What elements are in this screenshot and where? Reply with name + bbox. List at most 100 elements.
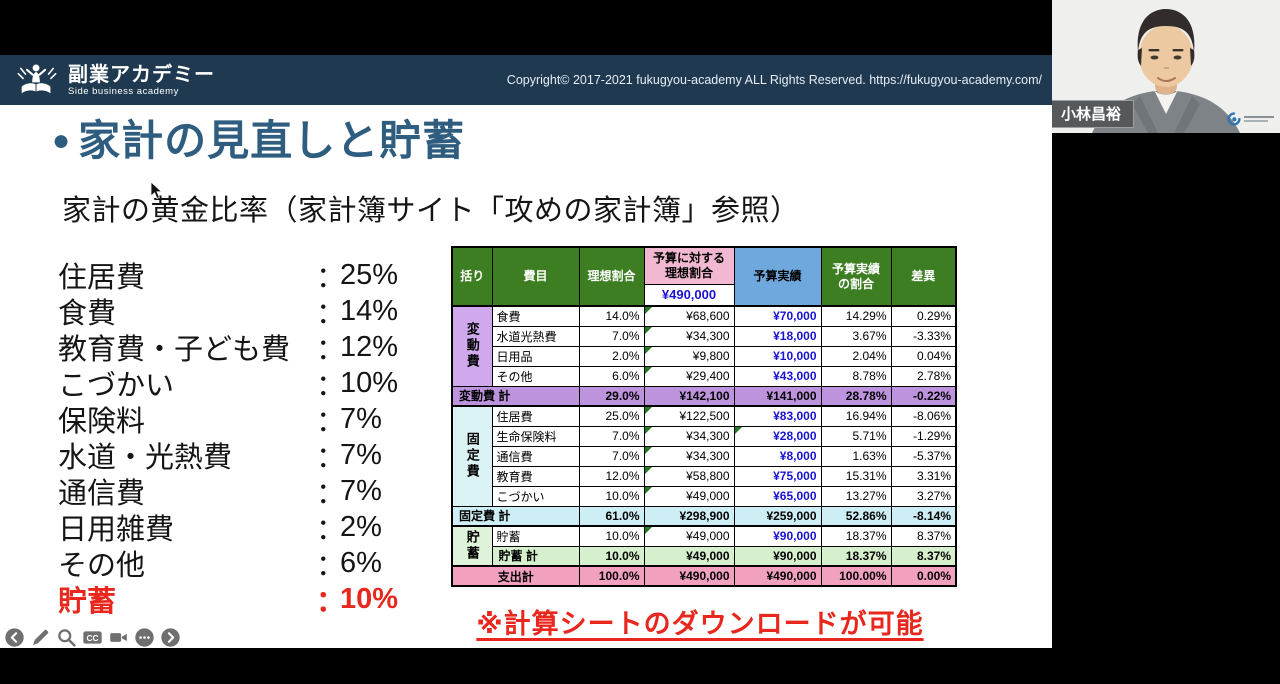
slide-title: 家計の見直しと貯蓄 [78,117,466,164]
header-diff: 差異 [890,246,957,307]
table-row: 通信費 7.0% ¥34,300 ¥8,000 1.63% -5.37% [452,445,957,467]
table-cell-actual-amount: ¥65,000 [733,485,822,507]
table-cell-ideal-pct: 14.0% [578,305,645,327]
table-cell-actual-amount: ¥70,000 [733,305,822,327]
table-cell-ideal-amount: ¥490,000 [643,565,735,587]
ratio-list-item: 食費： 14% [58,293,398,331]
slide-title-row: ● 家計の見直しと貯蓄 [52,113,465,169]
table-cell-ideal-pct: 100.0% [578,565,645,587]
participant-name-label: 小林昌裕 [1052,100,1135,128]
back-icon[interactable] [3,626,25,648]
draw-icon[interactable] [29,626,51,648]
ratio-list: 住居費： 25% 食費： 14% 教育費・子ども費： 12% こづかい： 10% 保険料： 7% 水… [58,257,399,619]
captions-icon[interactable]: CC [81,626,103,648]
table-cell-actual-pct: 28.78% [820,385,892,407]
ratio-list-item: 保険料： 7% [58,401,398,439]
ratio-item-value: 6% [340,546,382,579]
table-row: 水道光熱費 7.0% ¥34,300 ¥18,000 3.67% -3.33% [452,325,957,347]
table-cell-item: こづかい [491,485,580,507]
presenter-video-tile[interactable]: 小林昌裕 [1052,0,1280,133]
company-logo-icon [1227,112,1241,126]
table-cell-ideal-amount: ¥298,900 [643,505,735,527]
table-cell-ideal-pct: 7.0% [578,445,645,467]
brand-text: 副業アカデミー Side business academy [68,64,215,97]
table-budget-row: ¥490,000 [452,283,956,307]
table-cell-item: 食費 [491,305,580,327]
ratio-item-label: 通信費 [58,478,146,510]
search-icon[interactable] [55,626,77,648]
company-logo-text [1244,116,1274,122]
slide-subtitle: 家計の黄金比率（家計簿サイト「攻めの家計簿」参照） [62,195,800,227]
budget-total-value: ¥490,000 [643,283,735,307]
table-row: 変動費 計 29.0% ¥142,100 ¥141,000 28.78% -0.22% [451,385,957,407]
title-bullet-icon: ● [52,124,71,157]
ratio-item-label: 食費 [58,298,117,330]
table-cell-diff: -3.33% [890,325,957,347]
forward-icon[interactable] [159,626,181,648]
ratio-item-label: その他 [58,550,146,582]
ratio-item-label: 水道・光熱費 [58,442,233,474]
header-actual: 予算実績 [733,246,822,307]
table-cell-ideal-amount: ¥122,500 [643,405,735,427]
table-cell-item: 日用品 [491,345,580,367]
table-cell-ideal-amount: ¥58,800 [643,465,735,487]
table-cell-label: 固定費 計 [451,505,580,527]
table-cell-ideal-pct: 6.0% [578,365,645,387]
table-cell-actual-amount: ¥83,000 [733,405,822,427]
table-cell-ideal-amount: ¥34,300 [643,425,735,447]
table-row: 教育費 12.0% ¥58,800 ¥75,000 15.31% 3.31% [452,465,957,487]
table-cell-diff: -8.06% [890,405,957,427]
table-row: 生命保険料 7.0% ¥34,300 ¥28,000 5.71% -1.29% [452,425,957,447]
table-cell-actual-pct: 8.78% [820,365,892,387]
ratio-item-value: 7% [340,474,382,507]
table-row: その他 6.0% ¥29,400 ¥43,000 8.78% 2.78% [452,365,957,387]
camera-icon[interactable] [107,626,129,648]
table-cell-ideal-pct: 25.0% [578,405,645,427]
table-cell-actual-amount: ¥141,000 [733,385,822,407]
ratio-item-label: 保険料 [58,406,146,438]
webcam-column: 小林昌裕 [1052,0,1280,684]
table-cell-ideal-pct: 10.0% [578,545,645,567]
ratio-item-label: 住居費 [58,262,146,294]
ratio-item-colon: ： [316,586,346,618]
table-cell-ideal-amount: ¥49,000 [643,525,735,547]
ratio-item-value: 25% [340,258,399,291]
ratio-list-item: こづかい： 10% [58,365,398,403]
ratio-item-value: 7% [340,438,382,471]
table-cell-actual-pct: 16.94% [820,405,892,427]
table-cell-diff: -1.29% [890,425,957,447]
ratio-item-label: 日用雑費 [58,514,175,546]
table-cell-ideal-pct: 7.0% [578,325,645,347]
table-cell-ideal-pct: 29.0% [578,385,645,407]
table-cell-diff: 2.78% [890,365,957,387]
table-cell-ideal-pct: 12.0% [578,465,645,487]
table-cell-diff: 8.37% [890,525,957,547]
table-cell-actual-pct: 1.63% [820,445,892,467]
header-actual-pct: 予算実績 の割合 [820,246,892,307]
table-cell-label: 支出計 [451,565,580,587]
table-row: 貯蓄 貯蓄 10.0% ¥49,000 ¥90,000 18.37% 8.37% [451,525,957,567]
table-cell-ideal-amount: ¥49,000 [643,485,735,507]
budget-table: 括り 費目 理想割合 予算に対する 理想割合 予算実績 予算実績 の割合 差異 … [451,246,957,587]
more-icon[interactable] [133,626,155,648]
table-row: 変動費 食費 14.0% ¥68,600 ¥70,000 14.29% 0.29% [451,305,957,387]
table-row: 貯蓄 計 10.0% ¥49,000 ¥90,000 18.37% 8.37% [452,545,957,567]
table-cell-item: その他 [491,365,580,387]
table-cell-ideal-amount: ¥34,300 [643,445,735,467]
table-cell-item: 水道光熱費 [491,325,580,347]
table-cell-ideal-amount: ¥142,100 [643,385,735,407]
ratio-item-value: 12% [340,330,399,363]
table-cell-diff: 8.37% [890,545,957,567]
ratio-item-value: 2% [340,510,382,543]
ratio-item-label: こづかい [58,370,175,402]
company-logo [1227,112,1274,126]
table-cell-ideal-pct: 7.0% [578,425,645,447]
table-cell-actual-amount: ¥75,000 [733,465,822,487]
table-cell-ideal-amount: ¥9,800 [643,345,735,367]
table-group-cell: 貯蓄 [451,525,493,567]
table-row: 固定費 計 61.0% ¥298,900 ¥259,000 52.86% -8.14% [451,505,957,527]
header-item: 費目 [491,246,580,307]
download-note: ※計算シートのダウンロードが可能 [476,609,924,639]
table-cell-actual-pct: 5.71% [820,425,892,447]
